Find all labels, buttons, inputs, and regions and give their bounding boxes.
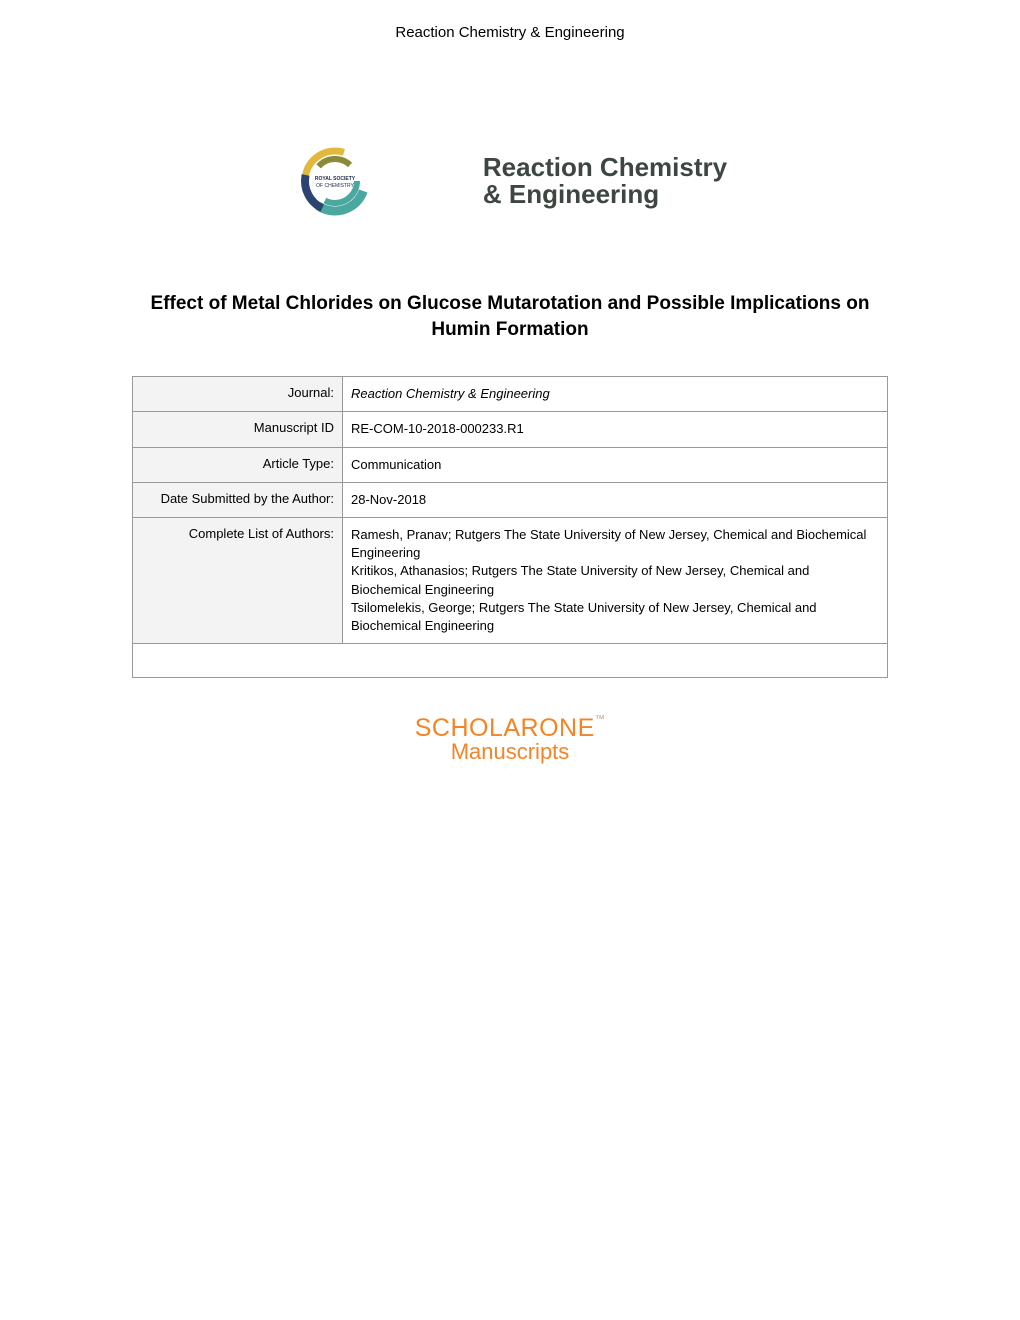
table-value-cell: Communication (343, 447, 888, 482)
table-label-cell: Complete List of Authors: (133, 518, 343, 644)
table-row: Date Submitted by the Author:28-Nov-2018 (133, 482, 888, 517)
journal-logo: Reaction Chemistry & Engineering (483, 154, 727, 209)
table-value-cell: 28-Nov-2018 (343, 482, 888, 517)
table-label-cell: Article Type: (133, 447, 343, 482)
table-value-cell: RE-COM-10-2018-000233.R1 (343, 412, 888, 447)
logo-row: ROYAL SOCIETY OF CHEMISTRY Reaction Chem… (0, 141, 1020, 221)
scholarone-bold: SCHOLAR (415, 714, 539, 742)
table-value-cell: Reaction Chemistry & Engineering (343, 377, 888, 412)
journal-header-text: Reaction Chemistry & Engineering (395, 24, 624, 41)
article-title: Effect of Metal Chlorides on Glucose Mut… (120, 291, 900, 342)
table-row: Manuscript IDRE-COM-10-2018-000233.R1 (133, 412, 888, 447)
table-row: Article Type:Communication (133, 447, 888, 482)
page-header: Reaction Chemistry & Engineering (0, 0, 1020, 41)
table-label-cell: Date Submitted by the Author: (133, 482, 343, 517)
table-row: Journal:Reaction Chemistry & Engineering (133, 377, 888, 412)
scholarone-logo: SCHOLARONE™ Manuscripts (0, 714, 1020, 765)
journal-logo-line1: Reaction Chemistry (483, 154, 727, 181)
scholarone-line2: Manuscripts (0, 739, 1020, 765)
table-value-cell: Ramesh, Pranav; Rutgers The State Univer… (343, 518, 888, 644)
table-label-cell: Journal: (133, 377, 343, 412)
rsc-text-line1: ROYAL SOCIETY (315, 176, 356, 182)
manuscript-metadata-table: Journal:Reaction Chemistry & Engineering… (132, 376, 888, 678)
scholarone-thin: ONE (539, 714, 595, 742)
rsc-logo: ROYAL SOCIETY OF CHEMISTRY (293, 141, 393, 221)
journal-logo-line2: & Engineering (483, 181, 727, 208)
rsc-text-line2: OF CHEMISTRY (316, 183, 354, 189)
table-row: Complete List of Authors:Ramesh, Pranav;… (133, 518, 888, 644)
scholarone-tm: ™ (595, 714, 606, 725)
table-label-cell: Manuscript ID (133, 412, 343, 447)
table-empty-row (133, 644, 888, 678)
table-empty-cell (133, 644, 888, 678)
